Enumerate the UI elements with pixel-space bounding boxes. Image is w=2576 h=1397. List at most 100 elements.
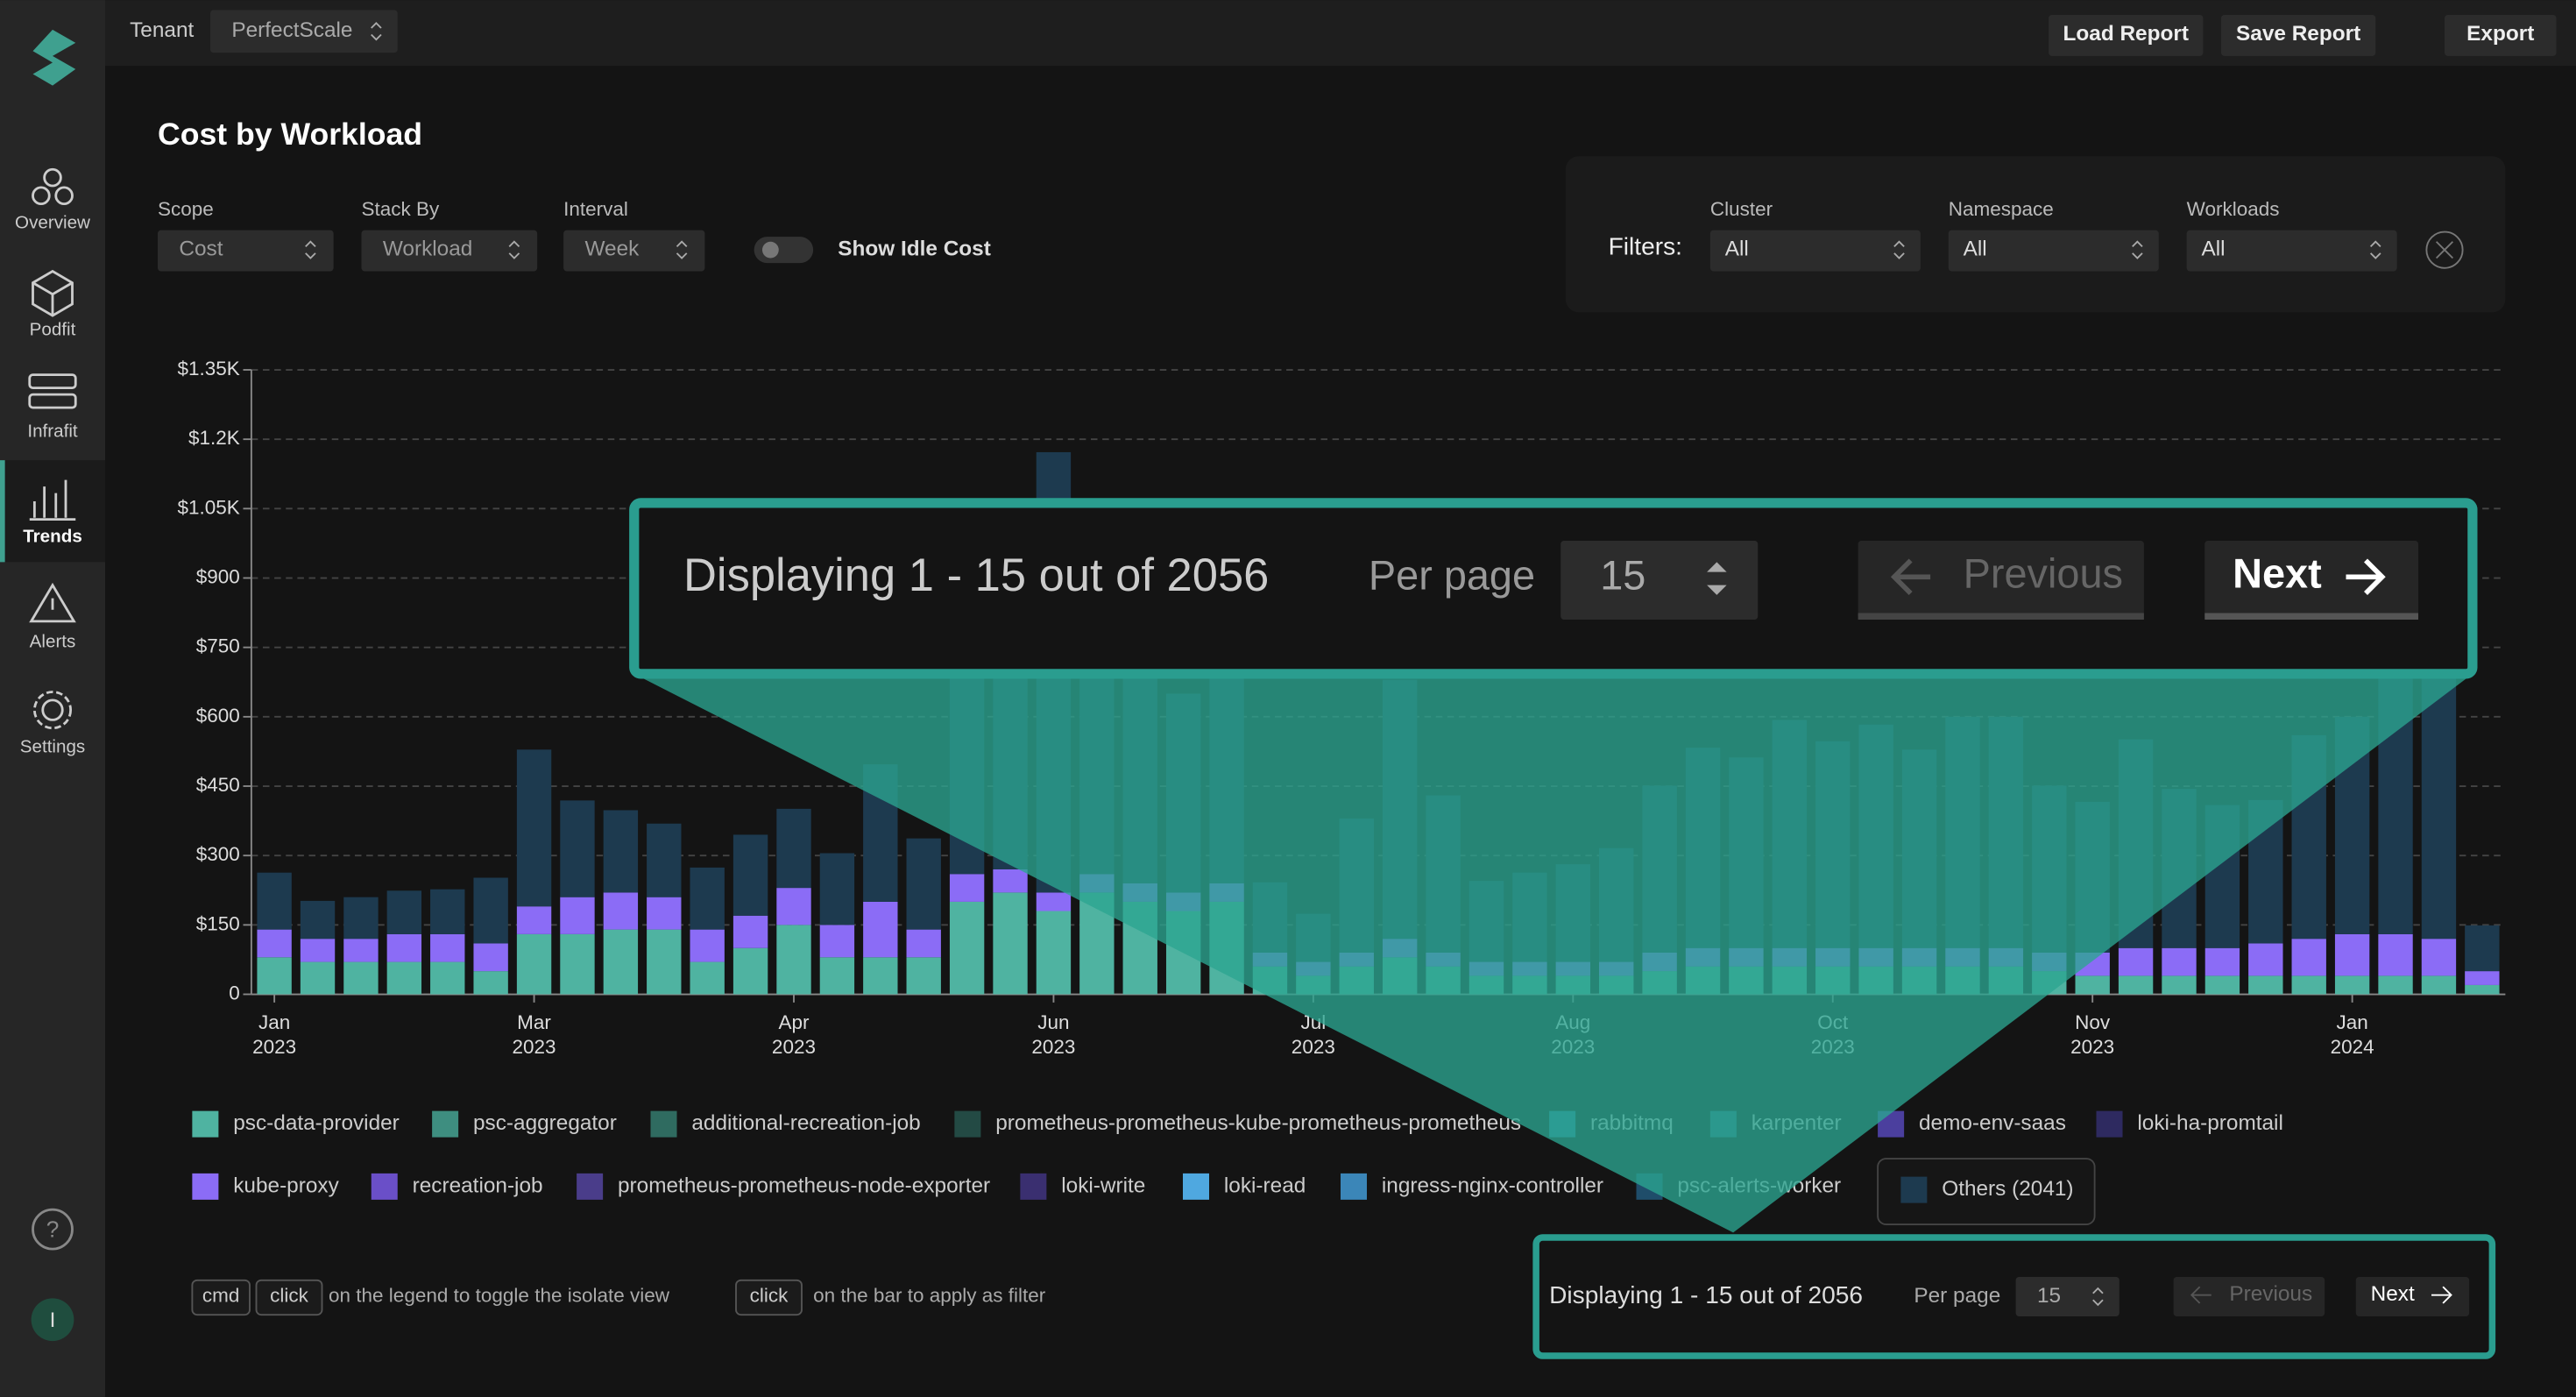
bar-segment[interactable]: [2465, 925, 2500, 972]
tenant-select[interactable]: [210, 10, 398, 53]
legend-label[interactable]: prometheus-prometheus-kube-prometheus-pr…: [995, 1111, 1521, 1135]
bar-segment[interactable]: [690, 929, 725, 962]
legend-swatch[interactable]: [954, 1110, 981, 1138]
legend-label[interactable]: Others (2041): [1942, 1177, 2073, 1201]
legend-swatch[interactable]: [2096, 1110, 2123, 1138]
bar-segment[interactable]: [343, 961, 379, 995]
bar-segment[interactable]: [2075, 975, 2110, 995]
bar-segment[interactable]: [690, 867, 725, 930]
filter-select[interactable]: [2186, 230, 2397, 272]
bar-segment[interactable]: [386, 961, 422, 995]
bar-segment[interactable]: [2162, 975, 2197, 995]
legend-swatch[interactable]: [1020, 1173, 1047, 1200]
bar-segment[interactable]: [343, 939, 379, 962]
header-button[interactable]: [2049, 15, 2204, 56]
bar-segment[interactable]: [732, 915, 768, 948]
bar-segment[interactable]: [647, 929, 682, 995]
legend-label[interactable]: prometheus-prometheus-node-exporter: [618, 1174, 990, 1197]
bar-segment[interactable]: [430, 933, 465, 962]
legend-swatch[interactable]: [432, 1110, 459, 1138]
help-icon[interactable]: ?: [46, 1216, 60, 1242]
bar-segment[interactable]: [2465, 971, 2500, 985]
bar-segment[interactable]: [257, 872, 292, 930]
bar-segment[interactable]: [603, 810, 639, 893]
legend-swatch[interactable]: [1183, 1173, 1209, 1200]
bar-segment[interactable]: [516, 933, 552, 995]
bar-segment[interactable]: [2421, 939, 2457, 976]
legend-swatch[interactable]: [1900, 1176, 1928, 1203]
bar-segment[interactable]: [732, 834, 768, 916]
clear-filters[interactable]: [2425, 230, 2464, 269]
bar-segment[interactable]: [2118, 975, 2154, 995]
bar-segment[interactable]: [949, 901, 985, 995]
legend-swatch[interactable]: [371, 1173, 398, 1200]
header-button[interactable]: [2221, 15, 2376, 56]
bar-segment[interactable]: [2334, 975, 2370, 995]
filter-select[interactable]: [1948, 230, 2159, 272]
nav-label[interactable]: Trends: [23, 527, 82, 547]
bar-segment[interactable]: [473, 877, 508, 944]
bar-segment[interactable]: [257, 929, 292, 958]
bar-segment[interactable]: [473, 971, 508, 995]
bar-segment[interactable]: [776, 888, 811, 925]
bar-segment[interactable]: [560, 800, 595, 897]
bar-segment[interactable]: [690, 961, 725, 995]
bar-segment[interactable]: [430, 889, 465, 934]
legend-swatch[interactable]: [192, 1173, 219, 1200]
nav-label[interactable]: Overview: [15, 213, 90, 233]
others-box[interactable]: [1877, 1158, 2096, 1225]
bar-segment[interactable]: [2204, 975, 2240, 995]
bar-segment[interactable]: [560, 897, 595, 934]
bar-segment[interactable]: [863, 901, 898, 958]
bar-segment[interactable]: [300, 939, 336, 962]
bar-segment[interactable]: [603, 929, 639, 995]
legend-label[interactable]: ingress-nginx-controller: [1382, 1174, 1603, 1197]
nav-label[interactable]: Infrafit: [27, 422, 78, 442]
bar-segment[interactable]: [819, 957, 855, 995]
nav-label[interactable]: Settings: [20, 737, 85, 757]
legend-label[interactable]: demo-env-saas: [1919, 1111, 2066, 1135]
bar-segment[interactable]: [516, 749, 552, 907]
select[interactable]: [563, 230, 705, 272]
bar-segment[interactable]: [2421, 975, 2457, 995]
bar-segment[interactable]: [386, 890, 422, 934]
header-button[interactable]: [2445, 15, 2557, 56]
bar-segment[interactable]: [1036, 892, 1072, 911]
bar-segment[interactable]: [819, 925, 855, 958]
bar-segment[interactable]: [776, 808, 811, 889]
legend-swatch[interactable]: [577, 1173, 604, 1200]
bar-segment[interactable]: [2378, 975, 2413, 995]
bar-segment[interactable]: [603, 892, 639, 930]
bar-segment[interactable]: [300, 900, 336, 940]
bar-segment[interactable]: [386, 933, 422, 962]
legend-label[interactable]: loki-write: [1061, 1174, 1145, 1197]
bar-segment[interactable]: [2378, 933, 2413, 976]
avatar[interactable]: [31, 1298, 74, 1342]
legend-swatch[interactable]: [192, 1110, 219, 1138]
bar-segment[interactable]: [300, 961, 336, 995]
legend-label[interactable]: psc-data-provider: [233, 1111, 400, 1135]
bar-segment[interactable]: [647, 897, 682, 930]
bar-segment[interactable]: [2465, 984, 2500, 995]
per-page-select[interactable]: [2015, 1277, 2120, 1316]
select[interactable]: [361, 230, 538, 272]
bar-segment[interactable]: [993, 892, 1028, 995]
bar-segment[interactable]: [2334, 933, 2370, 976]
legend-label[interactable]: loki-read: [1224, 1174, 1306, 1197]
bar-segment[interactable]: [2204, 947, 2240, 976]
nav-label[interactable]: Podfit: [30, 319, 76, 339]
legend-label[interactable]: recreation-job: [413, 1174, 543, 1197]
bar-segment[interactable]: [343, 897, 379, 940]
bar-segment[interactable]: [2248, 943, 2283, 976]
select[interactable]: [158, 230, 334, 272]
bar-segment[interactable]: [906, 838, 941, 930]
next-button[interactable]: [2355, 1277, 2470, 1316]
legend-swatch[interactable]: [650, 1110, 677, 1138]
bar-segment[interactable]: [430, 961, 465, 995]
bar-segment[interactable]: [906, 957, 941, 995]
legend-label[interactable]: loki-ha-promtail: [2137, 1111, 2283, 1135]
bar-segment[interactable]: [2291, 939, 2326, 976]
bar-segment[interactable]: [906, 929, 941, 958]
bar-segment[interactable]: [819, 853, 855, 925]
legend-label[interactable]: additional-recreation-job: [691, 1111, 920, 1135]
